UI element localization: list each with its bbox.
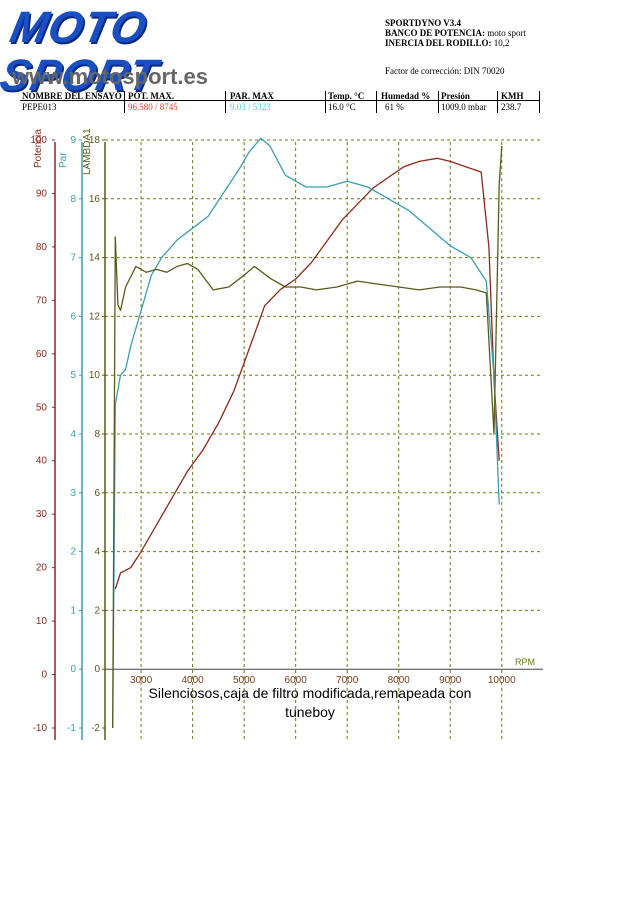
lambda-tick-label: 2 <box>94 605 100 616</box>
lambda-tick-label: 14 <box>89 253 101 264</box>
lambda-tick-label: 8 <box>94 429 100 440</box>
column-divider <box>124 91 125 113</box>
potencia-tick-label: 40 <box>36 456 48 467</box>
potencia-tick-label: 100 <box>30 135 47 146</box>
lambda-axis-title: LAMBDA1 <box>82 128 93 175</box>
lambda-tick-label: 16 <box>89 194 101 205</box>
column-divider <box>438 91 439 113</box>
x-tick-label: 10000 <box>488 675 516 686</box>
lambda-tick-label: 10 <box>89 370 101 381</box>
par-line <box>112 137 500 729</box>
value-humidity: 61 % <box>385 102 404 112</box>
column-divider <box>539 91 540 113</box>
lambda-tick-label: 18 <box>89 135 101 146</box>
header-kmh: KMH <box>501 91 524 101</box>
x-tick-label: 7000 <box>336 675 359 686</box>
dyno-chart: 3000 4000 5000 6000 7000 8000 9000 10000RPM-100… <box>30 128 543 740</box>
par-tick-label: -1 <box>67 723 76 734</box>
potencia-tick-label: 20 <box>36 563 48 574</box>
potencia-axis-title: Potencia <box>33 129 44 168</box>
column-divider <box>376 91 377 113</box>
x-tick-label: 6000 <box>285 675 308 686</box>
potencia-tick-label: 50 <box>36 402 48 413</box>
value-temperature: 16.0 °C <box>328 102 356 112</box>
logo-url: www.motosport.es <box>12 64 208 89</box>
par-tick-label: 7 <box>70 253 76 264</box>
lambda-tick-label: 12 <box>89 311 101 322</box>
potencia-tick-label: 90 <box>36 188 48 199</box>
potencia-tick-label: 80 <box>36 242 48 253</box>
potencia-tick-label: -10 <box>33 723 48 734</box>
potencia-line <box>114 157 500 590</box>
par-tick-label: 2 <box>70 547 76 558</box>
bench-name: BANCO DE POTENCIA: moto sport <box>385 28 527 38</box>
chart-caption: Silenciosos,caja de filtro modificada,re… <box>148 685 472 720</box>
value-kmh: 238.7 <box>501 102 522 112</box>
x-tick-label: 4000 <box>181 675 204 686</box>
par-tick-label: 1 <box>70 605 76 616</box>
correction-factor: Factor de corrección: DIN 70020 <box>385 66 505 76</box>
lambda-tick-label: -2 <box>91 723 100 734</box>
lambda-tick-label: 6 <box>94 488 100 499</box>
roller-inertia: INERCIA DEL RODILLO: 10,2 <box>385 38 510 48</box>
lambda-line <box>112 145 503 729</box>
header-max-torque: PAR. MAX <box>230 91 274 101</box>
par-tick-label: 4 <box>70 429 76 440</box>
x-tick-label: 3000 <box>130 675 153 686</box>
column-divider <box>225 91 226 113</box>
table-header-rule <box>20 100 540 101</box>
header-temperature: Temp. °C <box>328 91 365 101</box>
column-divider <box>325 91 326 113</box>
header-pressure: Presión <box>441 91 470 101</box>
par-axis-title: Par <box>58 152 69 168</box>
header-humidity: Humedad % <box>381 91 431 101</box>
dyno-info: SPORTDYNO V3.4 BANCO DE POTENCIA: moto s… <box>385 18 526 48</box>
column-divider <box>497 91 498 113</box>
value-max-power: 96.580 / 8745 <box>128 102 178 112</box>
par-tick-label: 6 <box>70 311 76 322</box>
value-test-name: PEPE013 <box>22 102 57 112</box>
header-max-power: POT. MAX. <box>128 91 175 101</box>
potencia-tick-label: 60 <box>36 349 48 360</box>
header-test-name: NOMBRE DEL ENSAYO <box>22 91 122 101</box>
x-tick-label: 8000 <box>388 675 411 686</box>
lambda-tick-label: 0 <box>94 664 100 675</box>
value-pressure: 1009.0 mbar <box>441 102 487 112</box>
potencia-tick-label: 0 <box>41 670 47 681</box>
x-tick-label: 5000 <box>233 675 256 686</box>
par-tick-label: 9 <box>70 135 76 146</box>
par-tick-label: 8 <box>70 194 76 205</box>
x-axis-label: RPM <box>515 657 535 667</box>
par-tick-label: 3 <box>70 488 76 499</box>
logo: MOTO SPORT www.motosport.es <box>0 3 274 100</box>
value-max-torque: 9.03 / 5323 <box>230 102 271 112</box>
lambda-tick-label: 4 <box>94 547 100 558</box>
potencia-tick-label: 30 <box>36 509 48 520</box>
par-tick-label: 0 <box>70 664 76 675</box>
potencia-tick-label: 70 <box>36 295 48 306</box>
x-tick-label: 9000 <box>439 675 462 686</box>
software-version: SPORTDYNO V3.4 <box>385 18 462 28</box>
par-tick-label: 5 <box>70 370 76 381</box>
potencia-tick-label: 10 <box>36 616 48 627</box>
